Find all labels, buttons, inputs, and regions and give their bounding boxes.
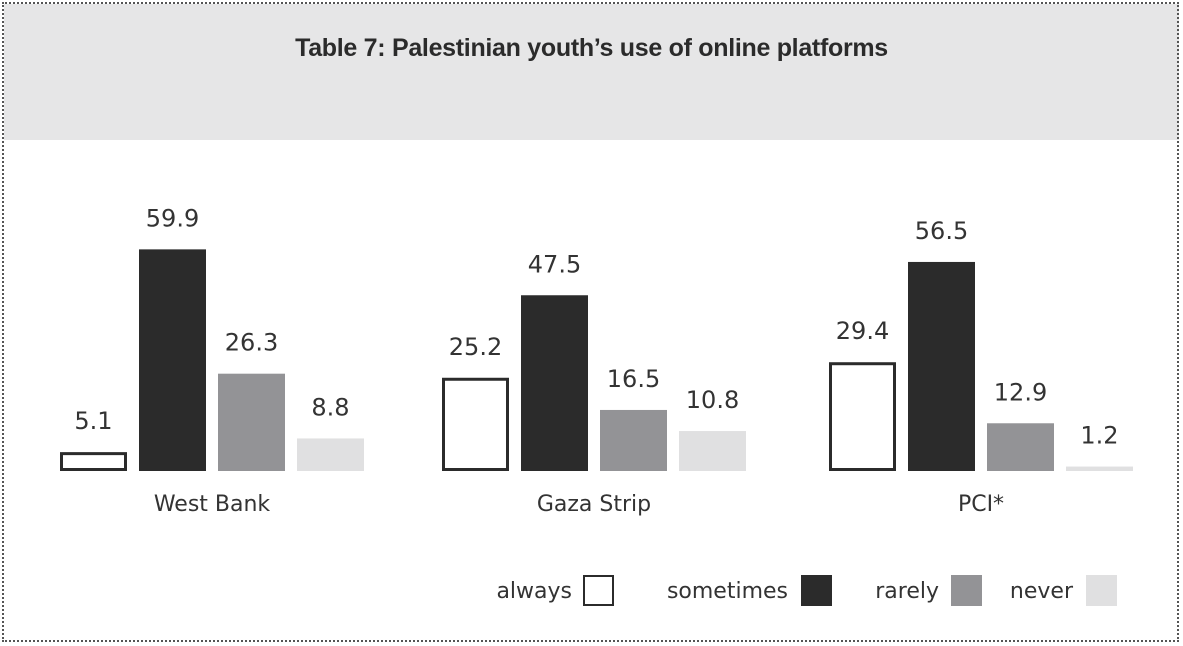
bar-never-0 <box>297 438 364 471</box>
value-label-rarely-0: 26.3 <box>225 329 278 357</box>
category-labels-layer: West Bank Gaza Strip PCI* <box>154 492 1004 517</box>
category-label-0: West Bank <box>154 492 271 517</box>
legend-label-never: never <box>1010 579 1074 604</box>
legend-swatch-sometimes <box>801 575 832 606</box>
bar-always-2 <box>829 362 896 471</box>
bar-never-1 <box>679 431 746 471</box>
value-label-never-0: 8.8 <box>311 393 349 421</box>
bar-sometimes-1 <box>521 295 588 471</box>
value-label-always-0: 5.1 <box>74 407 112 435</box>
bars-layer <box>60 249 1133 472</box>
value-label-never-2: 1.2 <box>1080 422 1118 450</box>
category-label-2: PCI* <box>958 492 1004 517</box>
value-label-sometimes-0: 59.9 <box>146 204 199 232</box>
legend-swatch-rarely <box>951 575 982 606</box>
value-label-sometimes-1: 47.5 <box>528 250 581 278</box>
bar-sometimes-0 <box>139 249 206 471</box>
value-label-rarely-2: 12.9 <box>994 378 1047 406</box>
bar-rarely-2 <box>987 423 1054 471</box>
legend-swatch-never <box>1086 575 1117 606</box>
value-label-always-1: 25.2 <box>449 333 502 361</box>
legend-label-sometimes: sometimes <box>667 579 788 604</box>
legend-label-rarely: rarely <box>875 579 939 604</box>
legend-label-always: always <box>496 579 572 604</box>
bar-never-2 <box>1066 466 1133 471</box>
bar-always-0 <box>60 452 127 472</box>
bar-sometimes-2 <box>908 261 975 471</box>
value-labels-layer: 5.1 59.9 26.3 8.8 25.2 47.5 16.5 10.8 29.4 56.5 12… <box>74 204 1118 449</box>
legend: always sometimes rarely never <box>496 575 1117 606</box>
bar-rarely-0 <box>218 373 285 471</box>
bar-always-1 <box>442 377 509 472</box>
value-label-always-2: 29.4 <box>836 317 889 345</box>
value-label-sometimes-2: 56.5 <box>915 217 968 245</box>
value-label-never-1: 10.8 <box>686 386 739 414</box>
value-label-rarely-1: 16.5 <box>607 365 660 393</box>
chart-title: Table 7: Palestinian youth’s use of onli… <box>295 34 888 62</box>
bar-rarely-1 <box>600 409 667 471</box>
title-banner: Table 7: Palestinian youth’s use of onli… <box>4 4 1179 140</box>
category-label-1: Gaza Strip <box>537 492 651 517</box>
legend-swatch-always <box>583 575 614 606</box>
